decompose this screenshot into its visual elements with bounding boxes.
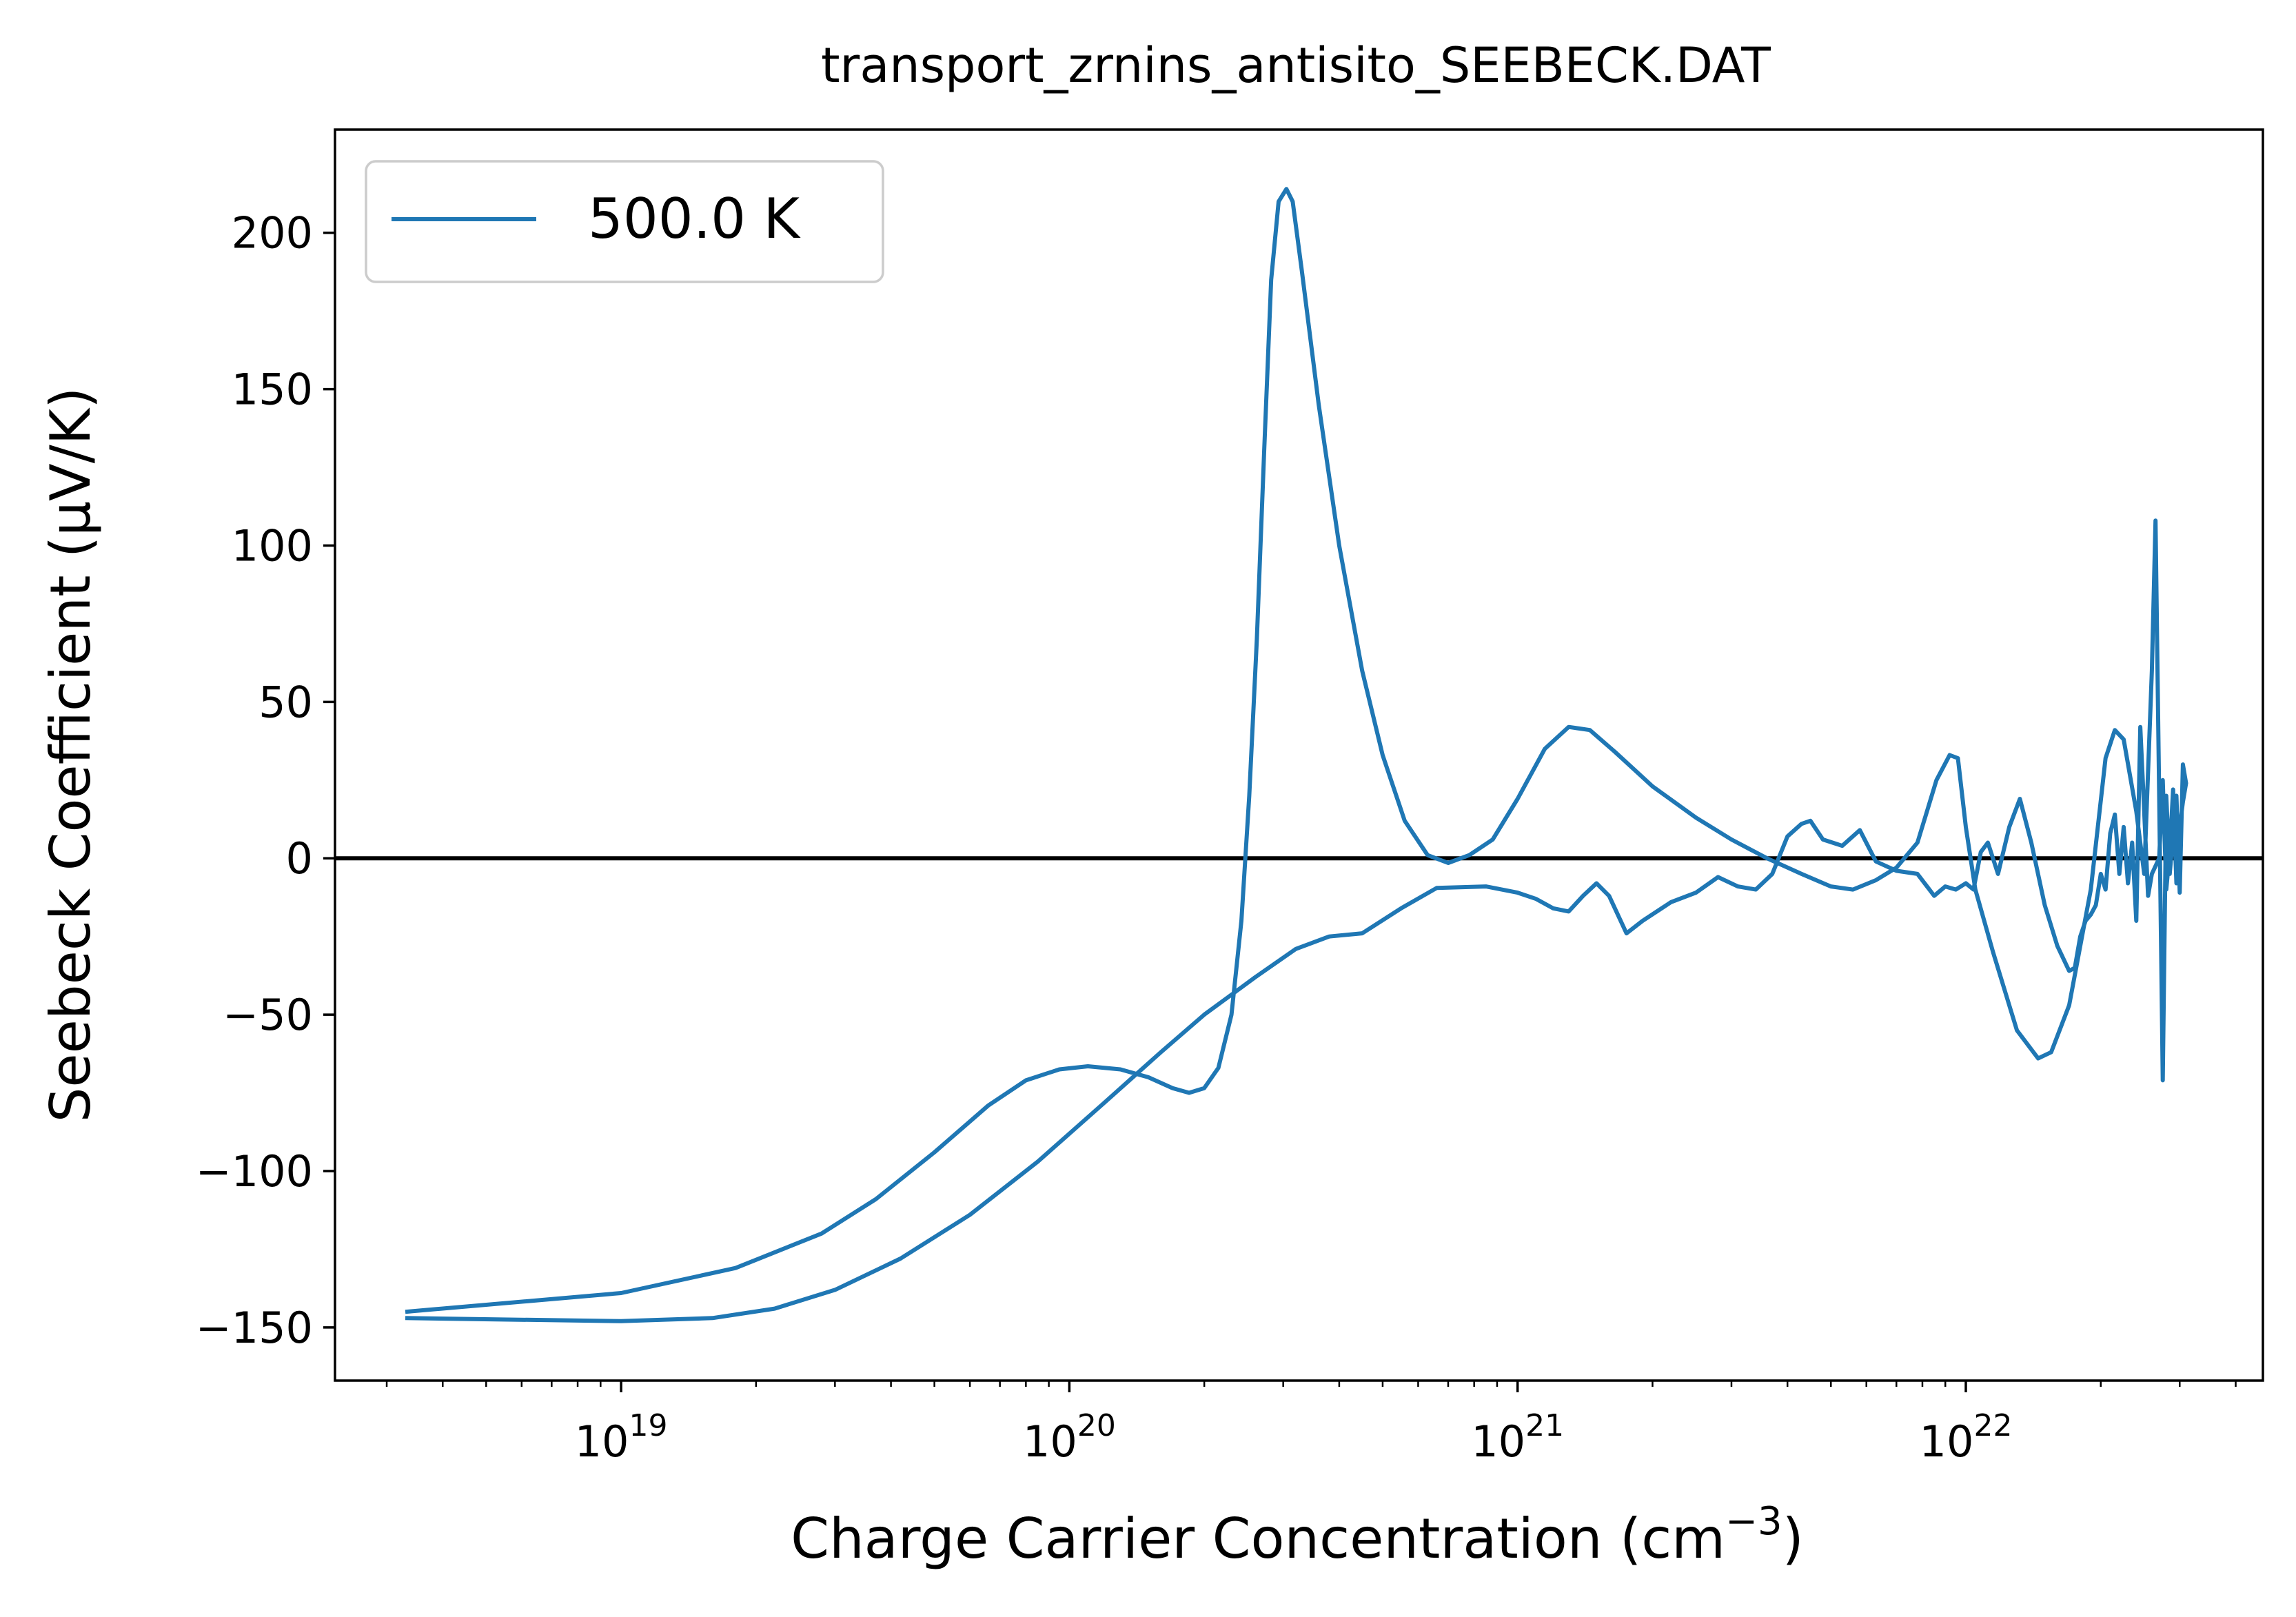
y-axis: −150 −100 −50 0 50 100 150 200 (196, 208, 335, 1353)
y-tick-label: 100 (232, 520, 313, 571)
x-axis-label-tail: ) (1782, 1507, 1804, 1571)
x-axis-label: Charge Carrier Concentration (cm−3) (791, 1499, 1804, 1571)
seebeck-curve-500k (405, 187, 2188, 1323)
x-axis-label-superscript: −3 (1725, 1499, 1782, 1544)
y-tick-label: 50 (258, 677, 313, 727)
x-tick-label: 1022 (1920, 1408, 2013, 1467)
y-tick-label: 0 (286, 833, 313, 884)
y-tick-label: −50 (223, 990, 313, 1040)
y-tick-label: 200 (232, 208, 313, 258)
x-tick-label: 1020 (1023, 1408, 1116, 1467)
chart-title: transport_zrnins_antisito_SEEBECK.DAT (821, 37, 1771, 94)
x-tick-label: 1021 (1471, 1408, 1564, 1467)
plot-frame (334, 128, 2264, 1382)
y-axis-label: Seebeck Coefficient (μV/K) (39, 387, 103, 1123)
legend-box (365, 160, 884, 283)
y-tick-label: −100 (196, 1146, 313, 1197)
legend: 500.0 K (365, 160, 884, 283)
legend-label: 500.0 K (588, 187, 801, 251)
y-tick-label: 150 (232, 365, 313, 415)
x-axis: 1019 1020 1021 1022 (385, 1381, 2237, 1467)
y-tick-label: −150 (196, 1303, 313, 1353)
x-tick-label: 1019 (575, 1408, 668, 1467)
